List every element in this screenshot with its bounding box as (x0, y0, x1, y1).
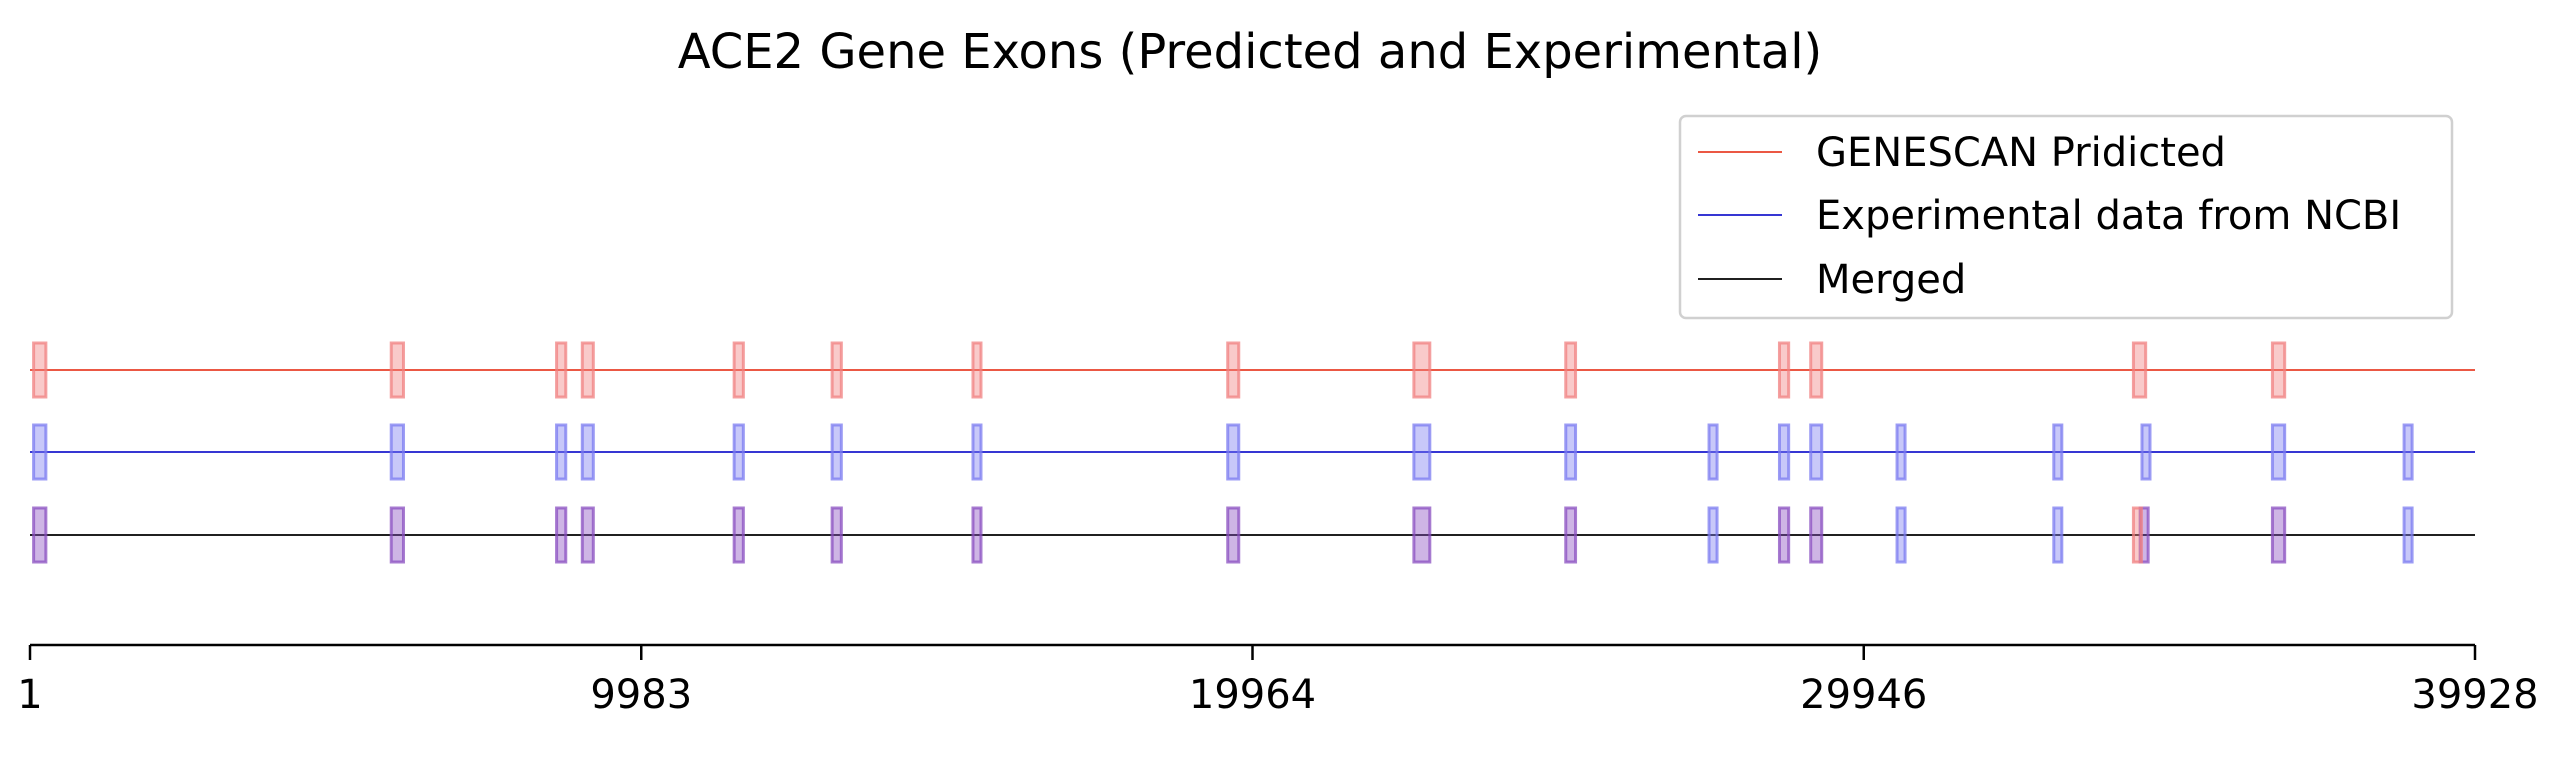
genescan-predicted-exon-13 (2131, 341, 2148, 399)
x-tick-label-9983: 9983 (590, 672, 692, 718)
experimental-ncbi-exon-2 (389, 423, 405, 481)
merged-exon-5 (732, 506, 745, 564)
genescan-predicted-exon-3 (555, 341, 568, 399)
experimental-ncbi-exon-9 (1412, 423, 1432, 481)
experimental-ncbi-exon-6 (830, 423, 843, 481)
genescan-predicted-exon-11 (1777, 341, 1791, 399)
x-tick-label-19964: 19964 (1189, 672, 1316, 718)
merged-exon-11 (1777, 506, 1791, 564)
genescan-predicted-exon-14 (2270, 341, 2287, 399)
experimental-ncbi-exon-5 (732, 423, 745, 481)
exon-tracks (30, 341, 2475, 564)
legend-label-genescan-predicted: GENESCAN Pridicted (1816, 130, 2226, 176)
experimental-ncbi-exon-1 (32, 423, 48, 481)
merged-exon-10 (1564, 506, 1578, 564)
genescan-predicted-exon-7 (971, 341, 983, 399)
experimental-ncbi-exon-18 (2402, 423, 2414, 481)
merged-exon-12 (1809, 506, 1824, 564)
merged-exon-1 (32, 506, 48, 564)
genescan-predicted-exon-1 (32, 341, 48, 399)
experimental-ncbi-exon-13 (1809, 423, 1824, 481)
legend-box (1678, 114, 2454, 320)
legend: GENESCAN Pridicted Experimental data from… (1678, 114, 2454, 320)
experimental-ncbi-exon-17 (2270, 423, 2287, 481)
experimental-ncbi-exon-14 (1895, 423, 1907, 481)
genescan-predicted-exon-4 (580, 341, 595, 399)
merged-exon-14 (2270, 506, 2287, 564)
x-axis: 1 9983 19964 29946 39928 (17, 643, 2539, 718)
legend-label-merged: Merged (1816, 257, 1966, 303)
genescan-predicted-exon-12 (1809, 341, 1824, 399)
merged-exon-8 (1226, 506, 1241, 564)
experimental-ncbi-exon-16 (2140, 423, 2152, 481)
legend-label-experimental-ncbi: Experimental data from NCBI (1816, 193, 2401, 239)
merged-exon-7 (971, 506, 983, 564)
experimental-ncbi-exon-3 (555, 423, 568, 481)
genescan-predicted-exon-6 (830, 341, 843, 399)
experimental-ncbi-exon-8 (1226, 423, 1241, 481)
genescan-predicted-exon-5 (732, 341, 745, 399)
experimental-ncbi-exon-15 (2052, 423, 2064, 481)
x-tick-label-1: 1 (17, 672, 42, 718)
experimental-ncbi-exon-11 (1707, 423, 1719, 481)
experimental-ncbi-exon-10 (1564, 423, 1578, 481)
merged-exon-2 (389, 506, 405, 564)
genescan-predicted-track (30, 341, 2475, 399)
merged-exon-9 (1412, 506, 1432, 564)
x-ticks: 1 9983 19964 29946 39928 (17, 645, 2539, 718)
chart-title: ACE2 Gene Exons (Predicted and Experimen… (678, 24, 1823, 80)
merged-experimental-only-exon-4 (2402, 506, 2414, 564)
merged-exon-4 (580, 506, 595, 564)
merged-experimental-only-exon-3 (2052, 506, 2064, 564)
experimental-ncbi-exon-4 (580, 423, 595, 481)
genescan-predicted-exon-8 (1226, 341, 1241, 399)
legend-entries: GENESCAN Pridicted Experimental data from… (1698, 130, 2401, 303)
genescan-predicted-exon-2 (389, 341, 405, 399)
x-tick-label-39928: 39928 (2411, 672, 2538, 718)
merged-experimental-only-exon-2 (1895, 506, 1907, 564)
experimental-ncbi-track (30, 423, 2475, 481)
merged-exon-3 (555, 506, 568, 564)
genescan-predicted-exon-10 (1564, 341, 1578, 399)
experimental-ncbi-exon-12 (1777, 423, 1791, 481)
merged-exon-6 (830, 506, 843, 564)
genescan-predicted-exon-9 (1412, 341, 1432, 399)
merged-predicted-only-exon-1 (2131, 506, 2143, 564)
merged-experimental-only-exon-1 (1707, 506, 1719, 564)
experimental-ncbi-exon-7 (971, 423, 983, 481)
x-tick-label-29946: 29946 (1800, 672, 1927, 718)
merged-track (30, 506, 2475, 564)
